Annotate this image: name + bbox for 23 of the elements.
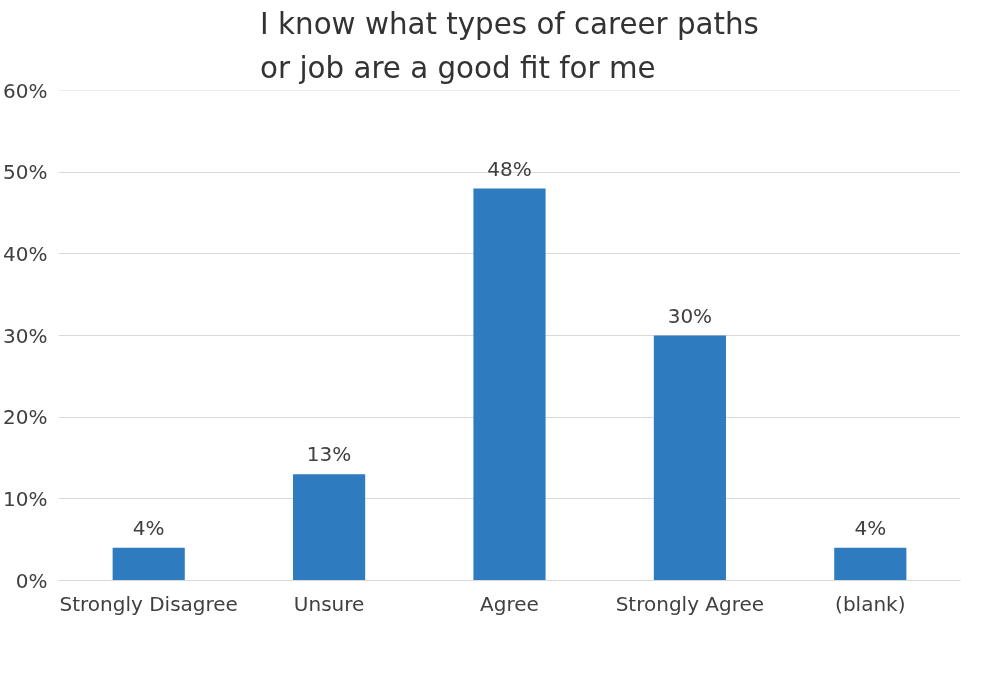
y-tick-label: 20% <box>3 405 48 430</box>
y-tick-label: 50% <box>3 160 48 185</box>
bar <box>653 335 726 581</box>
y-tick-label: 0% <box>15 568 48 593</box>
x-tick-label: Agree <box>480 591 539 616</box>
bar <box>834 547 907 581</box>
data-label: 4% <box>854 515 887 540</box>
y-tick-label: 30% <box>3 323 48 348</box>
chart-title: I know what types of career paths or job are a good fit for me <box>260 7 759 86</box>
x-tick-label: Strongly Agree <box>615 591 765 616</box>
bar <box>293 474 366 581</box>
x-tick-label: Strongly Disagree <box>59 591 238 616</box>
bar <box>473 188 546 581</box>
x-tick-label: Unsure <box>293 591 365 616</box>
data-label: 4% <box>132 515 165 540</box>
bar <box>112 547 185 581</box>
y-tick-label: 60% <box>3 78 48 103</box>
data-label: 13% <box>306 442 352 467</box>
data-label: 48% <box>487 156 532 181</box>
x-tick-label: (blank) <box>835 591 906 616</box>
data-label: 30% <box>667 303 713 328</box>
y-tick-label: 10% <box>3 486 48 511</box>
y-tick-label: 40% <box>3 241 48 266</box>
